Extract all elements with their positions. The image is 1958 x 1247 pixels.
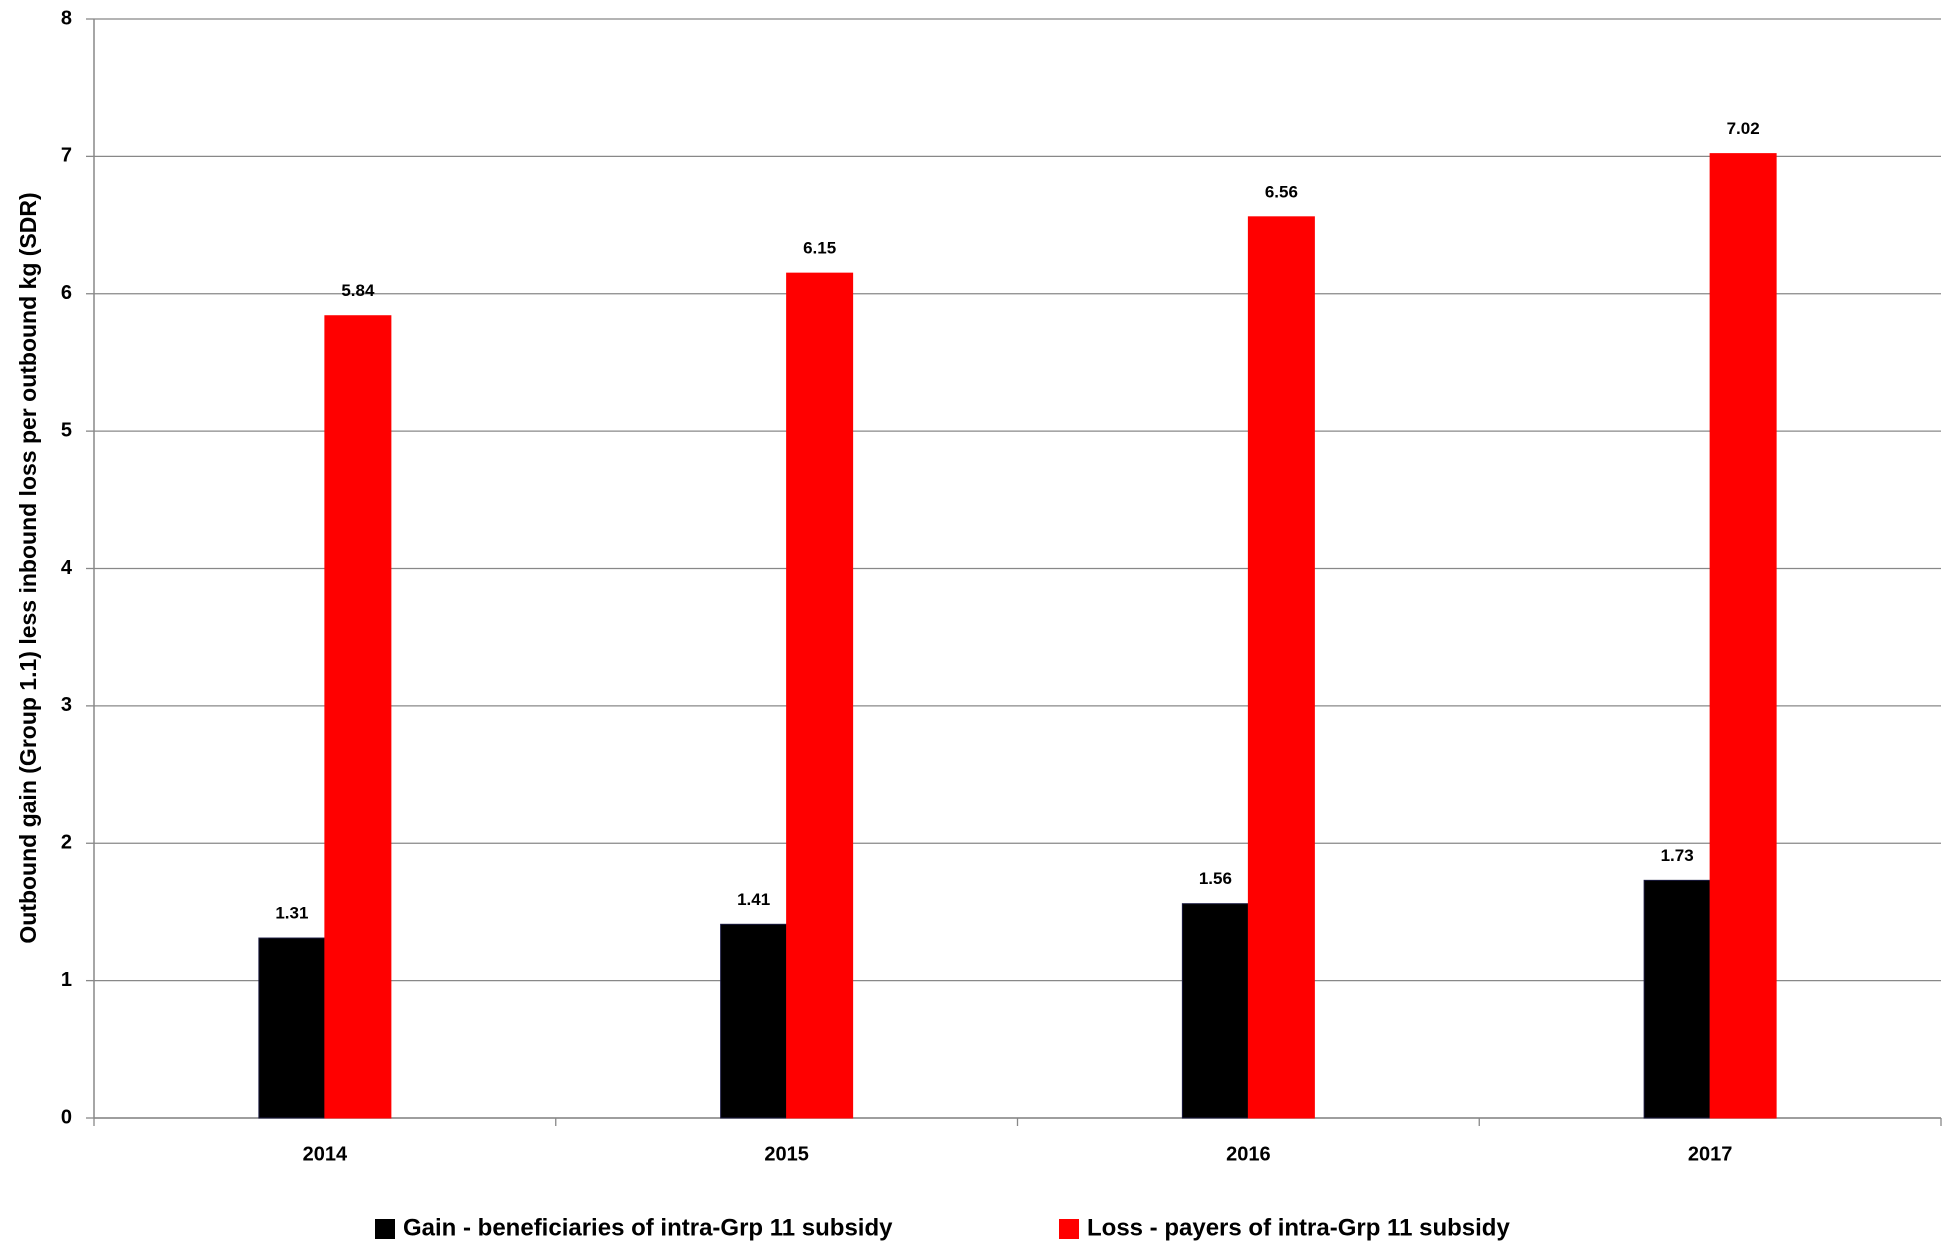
- y-tick-label: 3: [61, 694, 72, 716]
- y-tick-label: 0: [61, 1106, 72, 1128]
- bar: [720, 923, 788, 1119]
- data-label: 6.15: [803, 239, 836, 258]
- legend-swatch: [1059, 1219, 1079, 1239]
- y-tick-label: 7: [61, 145, 72, 167]
- data-label: 7.02: [1727, 119, 1760, 138]
- data-label: 1.31: [275, 904, 308, 923]
- x-tick-label: 2016: [1226, 1143, 1271, 1165]
- data-label: 1.56: [1199, 869, 1232, 888]
- data-label: 6.56: [1265, 182, 1298, 201]
- data-label: 1.73: [1661, 846, 1694, 865]
- y-axis-label: Outbound gain (Group 1.1) less inbound l…: [15, 192, 41, 943]
- legend-label: Loss - payers of intra-Grp 11 subsidy: [1087, 1214, 1510, 1241]
- y-tick-label: 6: [61, 282, 72, 304]
- bar: [1247, 216, 1315, 1119]
- y-tick-label: 5: [61, 419, 72, 441]
- legend-swatch: [375, 1219, 395, 1239]
- bar: [1181, 903, 1249, 1119]
- bar: [324, 315, 392, 1119]
- y-tick-label: 1: [61, 969, 72, 991]
- data-label: 5.84: [341, 281, 375, 300]
- bar: [1643, 879, 1711, 1119]
- y-tick-label: 4: [61, 557, 73, 579]
- x-tick-label: 2014: [303, 1143, 348, 1165]
- y-tick-label: 8: [61, 7, 72, 29]
- y-tick-label: 2: [61, 832, 72, 854]
- bar: [258, 937, 326, 1119]
- bar: [1709, 153, 1777, 1119]
- x-tick-label: 2015: [764, 1143, 809, 1165]
- data-label: 1.41: [737, 890, 770, 909]
- legend-label: Gain - beneficiaries of intra-Grp 11 sub…: [403, 1214, 893, 1241]
- bar: [786, 272, 854, 1119]
- x-tick-label: 2017: [1688, 1143, 1733, 1165]
